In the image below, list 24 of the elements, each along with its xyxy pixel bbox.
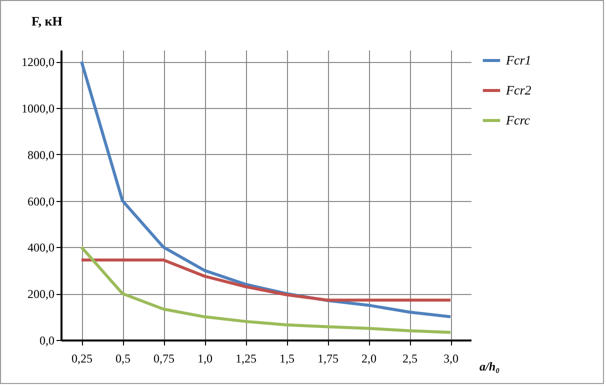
- x-tick-label: 0,5: [116, 352, 130, 366]
- x-tick-label: 0,75: [154, 352, 174, 366]
- y-tick-label: 200,0: [28, 287, 54, 302]
- y-axis-title: F, кН: [32, 14, 62, 28]
- x-tick-label: 2,0: [362, 352, 376, 366]
- legend-label: Fcr1: [505, 52, 532, 68]
- y-tick-label: 1200,0: [22, 55, 54, 70]
- legend-label: Fcr2: [505, 82, 532, 98]
- y-tick-label: 400,0: [28, 240, 54, 255]
- x-tick-label: 2,5: [402, 352, 418, 366]
- y-tick-label: 600,0: [28, 194, 54, 208]
- line-series: [80, 246, 452, 334]
- x-tick-label: 3,0: [444, 352, 458, 366]
- x-axis-title: a/h₀: [480, 360, 500, 374]
- x-tick-label: 1,5: [280, 352, 294, 366]
- y-tick-label: 0,0: [40, 334, 54, 348]
- legend-label: Fcrc: [505, 112, 530, 128]
- x-tick-label: 1,75: [318, 352, 338, 366]
- y-tick-label: 800,0: [28, 148, 54, 162]
- x-tick-label: 0,25: [72, 352, 92, 366]
- x-tick-label: 1,0: [198, 352, 212, 366]
- line-series: [80, 258, 452, 302]
- y-tick-label: 1000,0: [22, 102, 54, 116]
- x-tick-label: 1,25: [236, 352, 256, 366]
